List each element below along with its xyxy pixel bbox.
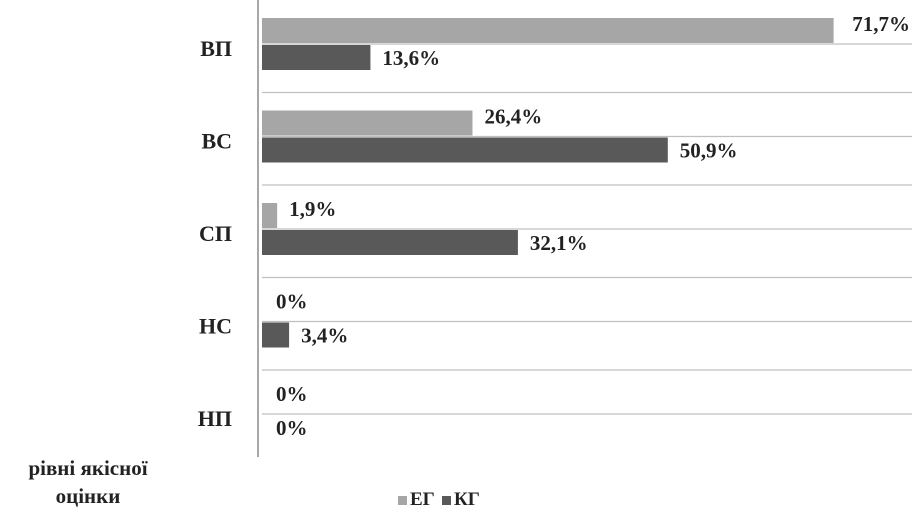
category-label: НС	[199, 314, 232, 339]
axis-title-line-2: оцінки	[56, 484, 121, 508]
legend-label: ЕГ	[410, 489, 435, 510]
bars-group	[262, 18, 834, 348]
data-label: 13,6%	[382, 46, 440, 70]
data-label: 0%	[276, 416, 308, 440]
data-label: 0%	[276, 290, 308, 314]
bar-eg	[262, 203, 278, 228]
category-label: ВС	[201, 129, 232, 154]
bar-kg	[262, 230, 518, 255]
bar-eg	[262, 110, 473, 136]
legend-swatch	[442, 496, 451, 505]
category-label: СП	[199, 221, 232, 246]
axis-title-line-1: рівні якісної	[28, 456, 147, 480]
bar-kg	[262, 137, 668, 163]
axis-title: рівні якісної оцінки	[28, 456, 147, 508]
data-label: 50,9%	[680, 139, 738, 163]
legend-swatch	[398, 496, 407, 505]
legend: ЕГ КГ	[398, 489, 480, 510]
category-label: НП	[198, 406, 232, 431]
legend-label: КГ	[454, 489, 480, 510]
bar-kg	[262, 322, 290, 348]
data-label: 32,1%	[530, 231, 588, 255]
data-label: 0%	[276, 382, 308, 406]
plot-area	[257, 0, 912, 457]
data-label: 1,9%	[289, 197, 336, 221]
bar-eg	[262, 18, 834, 43]
data-label: 71,7%	[852, 12, 910, 36]
category-label: ВП	[200, 36, 232, 61]
bar-kg	[262, 45, 371, 70]
data-label: 3,4%	[301, 324, 348, 348]
data-label: 26,4%	[484, 105, 542, 129]
labels-group: ВП 71,7% 13,6% ВС 26,4% 50,9% СП 1,9% 32,1% НС 0% 3…	[198, 12, 910, 440]
